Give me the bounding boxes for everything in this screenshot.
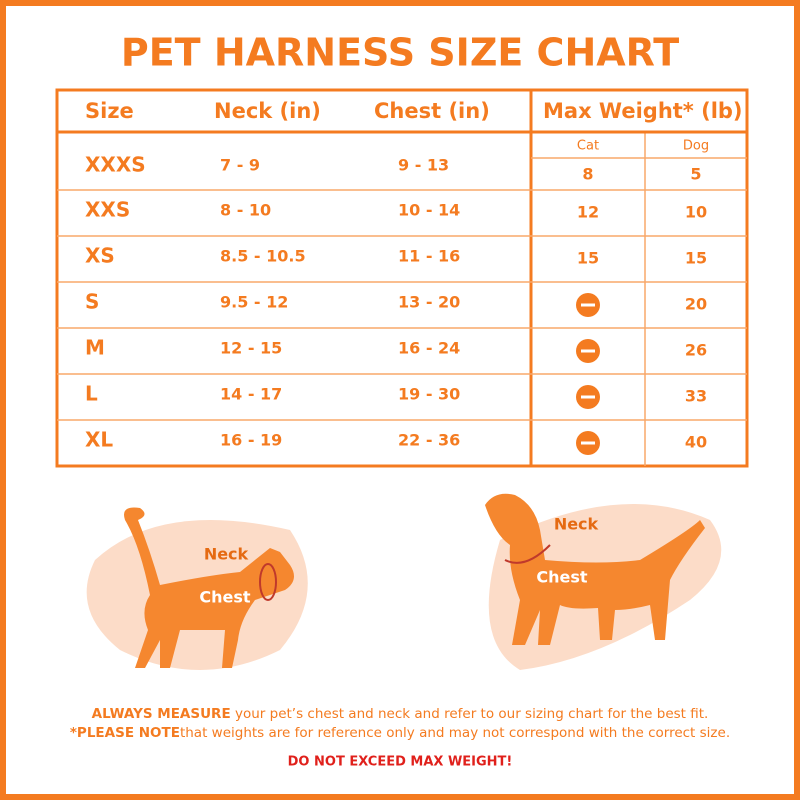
cat-weight-cell: 15	[577, 249, 599, 268]
note: that weights are for reference only and …	[180, 725, 730, 741]
column-header: Chest (in)	[374, 99, 490, 123]
cat-weight-cell: 8	[582, 165, 593, 184]
cat-neck-label: Neck	[204, 545, 249, 564]
dog-weight-cell: 20	[685, 295, 707, 314]
emphasis: ALWAYS MEASURE	[92, 706, 231, 722]
cat-illustration: Neck Chest	[86, 507, 308, 670]
column-header: Neck (in)	[214, 99, 321, 123]
dog-weight-cell: 5	[690, 165, 701, 184]
footer-line: ALWAYS MEASURE your pet’s chest and neck…	[92, 706, 709, 722]
neck-cell: 14 - 17	[220, 385, 282, 404]
size-cell: S	[85, 290, 99, 314]
size-cell: XXXS	[85, 153, 146, 177]
size-cell: L	[85, 382, 98, 406]
dog-weight-cell: 26	[685, 341, 707, 360]
dog-weight-cell: 40	[685, 433, 707, 452]
footer-line: *PLEASE NOTEthat weights are for referen…	[70, 725, 730, 741]
size-cell: XS	[85, 244, 115, 268]
subheader: Dog	[683, 139, 709, 154]
chest-cell: 19 - 30	[398, 385, 460, 404]
neck-cell: 12 - 15	[220, 339, 282, 358]
collar	[259, 563, 277, 601]
size-cell: XL	[85, 428, 113, 452]
cat-chest-label: Chest	[199, 588, 251, 607]
chest-cell: 16 - 24	[398, 339, 460, 358]
collar	[504, 544, 551, 564]
chest-cell: 13 - 20	[398, 293, 460, 312]
neck-cell: 16 - 19	[220, 431, 282, 450]
cat-silhouette	[124, 507, 294, 668]
size-cell: M	[85, 336, 105, 360]
table-border	[55, 88, 749, 468]
not-applicable-bar	[581, 441, 595, 445]
size-cell: XXS	[85, 198, 130, 222]
dog-illustration: Neck Chest	[485, 493, 722, 670]
dog-chest-label: Chest	[536, 568, 588, 587]
chest-cell: 22 - 36	[398, 431, 460, 450]
column-header: Size	[85, 99, 134, 123]
note: your pet’s chest and neck and refer to o…	[231, 706, 709, 722]
neck-cell: 9.5 - 12	[220, 293, 288, 312]
dog-weight-cell: 33	[685, 387, 707, 406]
neck-cell: 8.5 - 10.5	[220, 247, 306, 266]
neck-cell: 7 - 9	[220, 156, 260, 175]
subheader: Cat	[577, 139, 599, 154]
dog-neck-label: Neck	[554, 515, 599, 534]
not-applicable-bar	[581, 395, 595, 399]
cat-weight-cell: 12	[577, 203, 599, 222]
not-applicable-bar	[581, 303, 595, 307]
dog-weight-cell: 15	[685, 249, 707, 268]
title: PET HARNESS SIZE CHART	[121, 31, 679, 75]
emphasis: *PLEASE NOTE	[70, 725, 180, 741]
not-applicable-bar	[581, 349, 595, 353]
warning: DO NOT EXCEED MAX WEIGHT!	[288, 755, 513, 770]
dog-weight-cell: 10	[685, 203, 707, 222]
size-table: Size Neck (in) Chest (in) Max Weight* (lb) C…	[55, 88, 749, 468]
chest-cell: 11 - 16	[398, 247, 460, 266]
chest-cell: 10 - 14	[398, 201, 460, 220]
neck-cell: 8 - 10	[220, 201, 271, 220]
dog-silhouette	[485, 493, 705, 645]
chest-cell: 9 - 13	[398, 156, 449, 175]
column-header: Max Weight* (lb)	[543, 99, 743, 123]
